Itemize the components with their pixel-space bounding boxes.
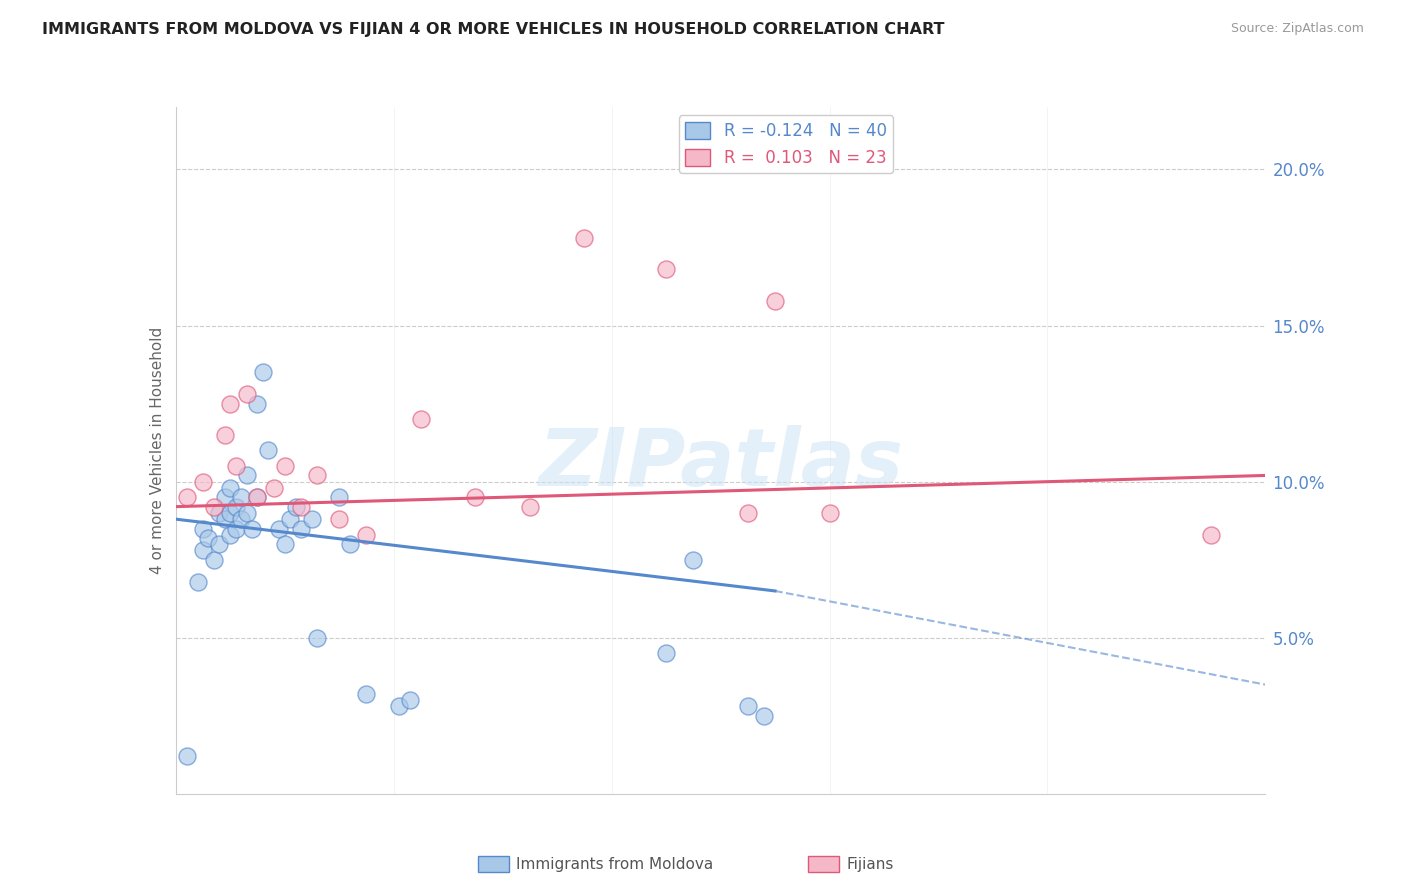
Point [284,500,307,514]
Point [409,412,432,426]
Point [763,293,786,308]
Point [737,699,759,714]
Point [219,481,242,495]
Point [818,506,841,520]
Point [388,699,411,714]
Point [574,231,596,245]
Point [246,490,269,504]
Point [274,537,297,551]
Point [274,458,297,473]
Point [339,537,361,551]
Point [290,500,312,514]
Point [186,574,209,589]
Point [225,500,247,514]
Point [307,468,329,483]
Point [328,512,350,526]
Point [231,512,253,526]
Point [356,687,378,701]
Point [231,490,253,504]
Point [208,506,231,520]
Point [219,527,242,541]
Point [1199,527,1222,541]
Point [219,506,242,520]
Point [176,490,198,504]
Point [225,458,247,473]
Point [235,468,257,483]
Y-axis label: 4 or more Vehicles in Household: 4 or more Vehicles in Household [149,326,165,574]
Point [225,521,247,535]
Text: ZIPatlas: ZIPatlas [538,425,903,503]
Point [235,506,257,520]
Point [214,512,236,526]
Point [246,490,269,504]
Point [290,521,312,535]
Text: Fijians: Fijians [846,857,894,871]
Point [519,500,541,514]
Point [737,506,759,520]
Point [399,693,422,707]
Point [214,490,236,504]
Point [202,500,225,514]
Point [356,527,378,541]
Point [269,521,291,535]
Text: Immigrants from Moldova: Immigrants from Moldova [516,857,713,871]
Point [464,490,486,504]
Point [197,531,219,545]
Point [191,543,214,558]
Point [257,443,280,458]
Point [235,387,257,401]
Point [754,708,776,723]
Point [252,366,274,380]
Point [176,749,198,764]
Point [191,521,214,535]
Point [263,481,285,495]
Point [219,396,242,410]
Point [246,396,269,410]
Point [191,475,214,489]
Text: IMMIGRANTS FROM MOLDOVA VS FIJIAN 4 OR MORE VEHICLES IN HOUSEHOLD CORRELATION CH: IMMIGRANTS FROM MOLDOVA VS FIJIAN 4 OR M… [42,22,945,37]
Point [328,490,350,504]
Text: Source: ZipAtlas.com: Source: ZipAtlas.com [1230,22,1364,36]
Point [240,521,263,535]
Point [278,512,301,526]
Point [655,262,678,277]
Point [655,646,678,660]
Legend: R = -0.124   N = 40, R =  0.103   N = 23: R = -0.124 N = 40, R = 0.103 N = 23 [679,115,893,173]
Point [208,537,231,551]
Point [202,552,225,567]
Point [214,427,236,442]
Point [307,631,329,645]
Point [682,552,704,567]
Point [301,512,323,526]
